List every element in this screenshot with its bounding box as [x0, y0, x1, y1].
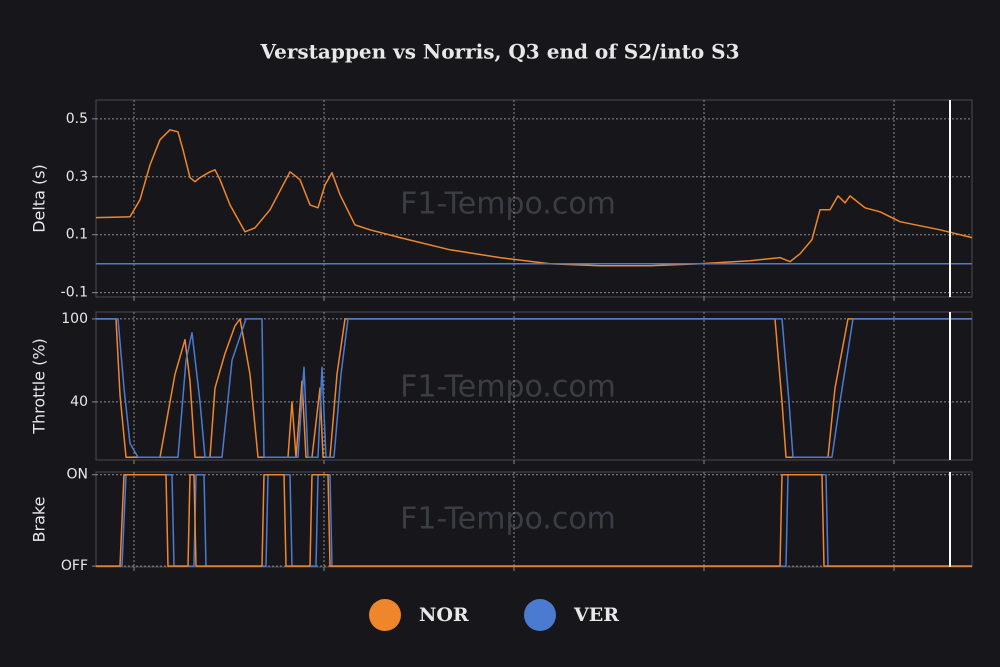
legend-swatch [524, 599, 556, 631]
y-tick-label: 0.1 [66, 227, 88, 243]
y-tick-label: 40 [70, 394, 88, 410]
series-line [96, 318, 972, 458]
legend-swatch [369, 599, 401, 631]
series-line [95, 129, 973, 267]
panel-frame [95, 99, 973, 298]
chart-title: Verstappen vs Norris, Q3 end of S2/into … [259, 40, 739, 64]
y-tick-label: 0.3 [66, 169, 88, 185]
y-tick-label: OFF [61, 558, 88, 574]
watermark: F1-Tempo.com [400, 187, 616, 222]
panel-frame [95, 471, 973, 568]
watermark: F1-Tempo.com [400, 370, 616, 405]
y-axis-label: Throttle (%) [30, 338, 49, 435]
y-axis-label: Delta (s) [30, 164, 49, 233]
y-tick-label: -0.1 [61, 285, 88, 301]
series-line [96, 318, 972, 458]
legend-label: VER [573, 604, 619, 626]
series-line [96, 473, 972, 567]
y-axis-label: Brake [30, 497, 49, 543]
y-tick-label: ON [67, 467, 89, 483]
panel-frame [95, 311, 973, 461]
y-tick-label: 100 [61, 311, 88, 327]
watermark: F1-Tempo.com [400, 502, 616, 537]
y-tick-label: 0.5 [66, 111, 88, 127]
legend-label: NOR [419, 604, 469, 626]
